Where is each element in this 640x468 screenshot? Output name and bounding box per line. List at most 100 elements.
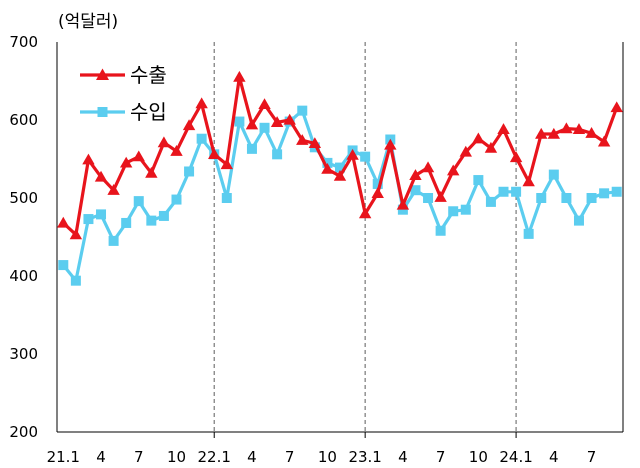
export-data-point [145, 166, 158, 178]
import-data-point [196, 133, 207, 144]
import-data-point [360, 151, 371, 162]
import-data-point [473, 175, 484, 186]
import-data-point [184, 166, 195, 177]
import-series [58, 105, 622, 286]
import-data-point [83, 214, 94, 225]
legend-square-marker [97, 107, 108, 117]
import-data-point [297, 105, 308, 116]
import-data-point [108, 235, 119, 246]
x-tick-label: 7 [285, 448, 295, 466]
export-data-point [245, 118, 259, 130]
import-data-point [133, 196, 144, 207]
y-tick-label: 500 [9, 189, 38, 207]
y-tick-label: 600 [9, 111, 38, 129]
import-data-point [586, 193, 597, 203]
import-data-point [121, 217, 132, 228]
export-data-point [560, 122, 573, 134]
legend-triangle-marker [96, 68, 109, 80]
export-data-point [509, 151, 523, 163]
export-data-point [157, 136, 171, 148]
legend-label: 수출 [130, 63, 167, 87]
import-series-line [62, 108, 617, 283]
export-data-point [547, 127, 561, 139]
import-data-point [234, 116, 245, 127]
export-data-point [82, 153, 95, 165]
import-data-point [397, 204, 408, 215]
export-data-point [208, 148, 221, 159]
export-data-point [585, 127, 598, 138]
x-tick-label: 7 [436, 448, 446, 466]
x-tick-label: 10 [318, 448, 337, 466]
export-data-point [610, 101, 623, 113]
import-data-point [548, 169, 559, 180]
export-data-point [107, 184, 120, 195]
import-data-point [322, 157, 333, 168]
export-data-point [182, 119, 196, 131]
export-data-point [358, 207, 372, 219]
import-data-point [171, 194, 182, 205]
export-data-point [572, 123, 586, 135]
export-data-point [384, 138, 397, 150]
export-data-point [371, 187, 384, 198]
import-data-point [561, 193, 572, 203]
import-data-point [435, 225, 446, 236]
export-data-point [346, 148, 359, 160]
import-data-point [96, 209, 107, 220]
export-data-point [195, 97, 208, 109]
import-data-point [146, 215, 157, 226]
import-data-point [246, 143, 257, 154]
export-data-point [321, 162, 334, 174]
export-data-point [94, 170, 108, 182]
export-data-point [484, 141, 498, 153]
import-data-point [423, 193, 434, 203]
export-data-point [308, 137, 322, 149]
export-data-point [333, 169, 347, 181]
export-data-point [409, 169, 422, 181]
import-data-point [511, 186, 522, 197]
export-data-point [233, 70, 246, 82]
export-data-point [459, 145, 472, 157]
export-data-point [597, 135, 611, 147]
import-data-point [70, 275, 81, 286]
y-tick-label: 300 [9, 345, 38, 363]
export-data-point [132, 150, 145, 162]
x-tick-label: 24.1 [499, 448, 532, 466]
year-dividers [213, 42, 517, 432]
import-data-point [573, 215, 584, 226]
x-tick-label: 22.1 [198, 448, 231, 466]
export-data-point [270, 116, 284, 127]
export-data-point [69, 228, 83, 240]
export-data-point [434, 191, 447, 202]
export-data-point [396, 198, 410, 210]
import-data-point [523, 228, 534, 239]
axes [56, 42, 624, 438]
import-data-point [611, 186, 622, 197]
x-tick-label: 4 [96, 448, 106, 466]
x-tick-label: 7 [134, 448, 144, 466]
import-data-point [599, 188, 610, 199]
import-data-point [410, 185, 421, 196]
x-tick-label: 7 [587, 448, 597, 466]
export-data-point [258, 98, 271, 110]
export-data-point [522, 175, 535, 187]
x-tick-label: 4 [398, 448, 408, 466]
series [57, 70, 623, 286]
export-data-point [296, 134, 309, 145]
import-data-point [335, 162, 345, 173]
x-tick-label: 23.1 [348, 448, 381, 466]
y-tick-label: 700 [9, 33, 38, 51]
x-tick-label: 4 [247, 448, 257, 466]
import-data-point [158, 210, 169, 221]
import-data-point [485, 196, 496, 207]
import-data-point [221, 193, 232, 203]
import-data-point [498, 186, 509, 197]
export-data-point [497, 123, 510, 135]
export-data-point [472, 132, 485, 144]
x-tick-label: 10 [167, 448, 186, 466]
x-tick-label: 21.1 [47, 448, 80, 466]
import-data-point [460, 204, 471, 215]
legend-label: 수입 [130, 100, 167, 124]
import-data-point [448, 206, 459, 217]
export-series [57, 70, 623, 240]
